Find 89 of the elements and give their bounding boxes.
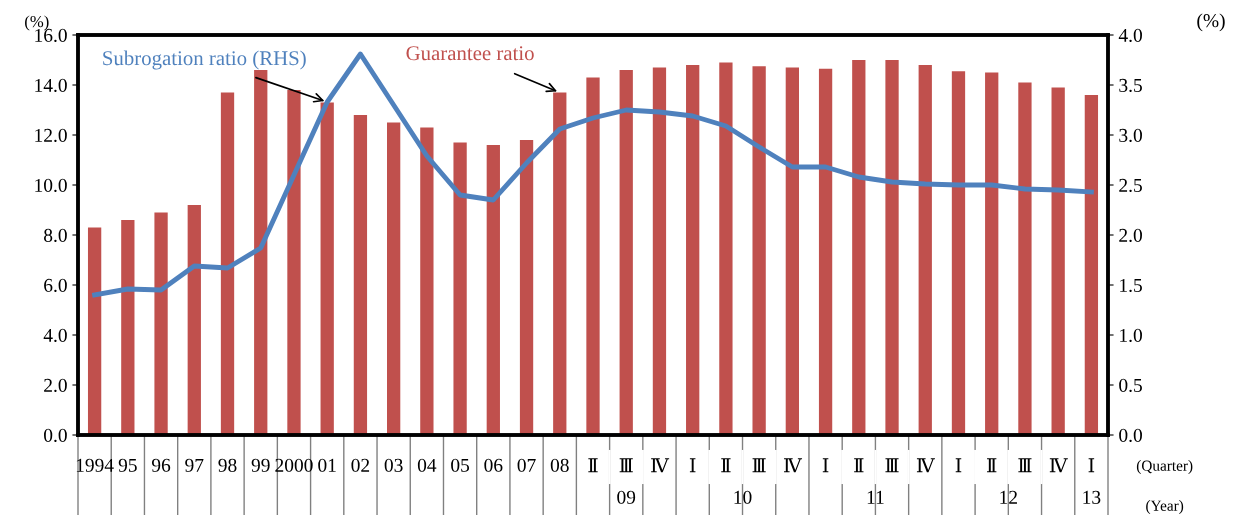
bar [619, 70, 633, 435]
y2-tick-label: 3.5 [1119, 78, 1142, 93]
x-tick-label: 2000 [275, 458, 313, 472]
bar [220, 92, 235, 435]
x-tick-label: 04 [417, 458, 437, 472]
y2-axis-title: (%) [1197, 13, 1225, 32]
x-tick-label: Ⅱ [721, 458, 731, 473]
x-tick-label: 98 [218, 458, 237, 472]
x-tick-label: Ⅳ [784, 458, 803, 473]
series-label: Guarantee ratio [406, 46, 534, 61]
bar [852, 60, 866, 435]
bar [918, 65, 932, 435]
bar [686, 65, 700, 435]
x-tick-label: Ⅲ [885, 458, 899, 473]
bar [719, 62, 733, 435]
x-tick-label: 03 [384, 458, 403, 472]
x-tick-label: Ⅱ [588, 458, 598, 473]
y-tick-label: 14.0 [35, 78, 67, 93]
x-tick-label: Ⅰ [689, 458, 696, 473]
y-tick-label: 6.0 [44, 278, 67, 293]
bar [1051, 87, 1065, 435]
x-tick-label: Ⅱ [854, 458, 864, 473]
bar [87, 227, 102, 435]
bar [1018, 82, 1032, 435]
x-tick-label: 08 [550, 458, 569, 472]
x-tick-label: 1994 [76, 458, 114, 472]
bar [486, 145, 500, 435]
text: 11 [867, 490, 884, 504]
x-tick-label: Ⅳ [1049, 458, 1068, 473]
x-tick-label: Ⅰ [1088, 458, 1095, 473]
x-tick-label: 05 [451, 458, 470, 472]
x-tick-label: 97 [185, 458, 204, 472]
bar [254, 70, 268, 435]
bar [1084, 95, 1099, 435]
bar [752, 66, 766, 435]
text: 12 [1000, 490, 1017, 504]
text: 10 [734, 490, 752, 504]
bar [985, 72, 999, 435]
x-tick-label: Ⅰ [822, 458, 829, 473]
y2-tick-label: 1.5 [1120, 278, 1142, 293]
bar [519, 140, 534, 435]
x-tick-label: 07 [517, 458, 536, 472]
text: 13 [1083, 490, 1101, 504]
y-tick-label: 0.0 [44, 428, 67, 443]
bar [387, 122, 401, 435]
bar [453, 142, 467, 435]
x-tick-label: Ⅲ [619, 458, 633, 473]
y2-tick-label: 0.0 [1119, 428, 1142, 443]
bar [154, 212, 168, 435]
bar [187, 205, 201, 435]
x-tick-label: 99 [251, 458, 270, 472]
bar [885, 60, 899, 435]
x-tick-label: Ⅲ [1018, 458, 1032, 473]
bar [121, 220, 135, 435]
bar [553, 92, 567, 435]
x-tick-label: Ⅱ [987, 458, 997, 473]
x-tick-label: Ⅲ [752, 458, 766, 473]
bar [785, 67, 799, 435]
bar [353, 115, 368, 435]
bar [586, 77, 600, 435]
y2-tick-label: 1.0 [1120, 328, 1142, 343]
text: 09 [617, 490, 636, 504]
y2-tick-label: 4.0 [1118, 28, 1142, 43]
x-tick-label: 01 [318, 458, 336, 472]
y2-tick-label: 2.0 [1119, 228, 1142, 243]
series-label: Subrogation ratio (RHS) [103, 50, 306, 70]
bar [818, 68, 833, 435]
y-tick-label: 4.0 [43, 328, 67, 343]
bar [420, 127, 434, 435]
y-tick-label: 2.0 [44, 378, 67, 393]
bar [320, 102, 334, 435]
x-tick-label: Ⅳ [916, 458, 935, 473]
bar [652, 67, 667, 435]
y2-tick-label: 3.0 [1119, 128, 1142, 143]
x-tick-label: 02 [351, 458, 370, 472]
y-tick-label: 8.0 [44, 228, 67, 243]
x-tick-label: 96 [151, 458, 171, 472]
y2-tick-label: 2.5 [1119, 178, 1142, 193]
text: (Quarter) [1136, 460, 1193, 474]
y-tick-label: 10.0 [35, 178, 67, 193]
x-tick-label: Ⅳ [651, 458, 670, 473]
x-tick-label: 06 [484, 458, 503, 472]
y-tick-label: 12.0 [35, 128, 67, 143]
bar [287, 90, 301, 435]
y2-tick-label: 0.5 [1119, 378, 1142, 393]
text: (Year) [1146, 500, 1184, 514]
x-tick-label: Ⅰ [955, 458, 962, 473]
bar [951, 71, 966, 435]
x-tick-label: 95 [118, 458, 137, 472]
